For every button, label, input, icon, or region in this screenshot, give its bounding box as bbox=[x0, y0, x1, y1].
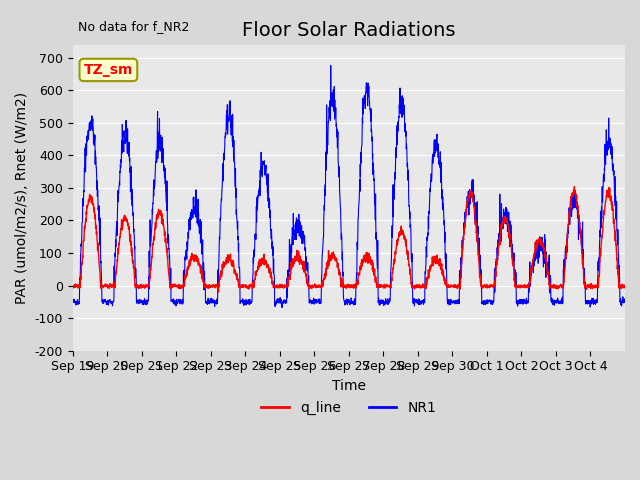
X-axis label: Time: Time bbox=[332, 379, 366, 393]
q_line bbox=[124, 221, 132, 227]
q_line bbox=[515, 283, 523, 289]
Title: Floor Solar Radiations: Floor Solar Radiations bbox=[242, 21, 456, 40]
NR1 bbox=[621, 299, 629, 304]
q_line bbox=[614, 263, 621, 269]
Text: TZ_sm: TZ_sm bbox=[84, 63, 133, 77]
Line: NR1: NR1 bbox=[73, 66, 625, 308]
NR1 bbox=[516, 298, 524, 303]
NR1 bbox=[614, 242, 621, 248]
Text: No data for f_NR2: No data for f_NR2 bbox=[78, 20, 189, 33]
NR1 bbox=[547, 276, 554, 281]
NR1 bbox=[383, 299, 390, 304]
NR1 bbox=[69, 298, 77, 304]
q_line bbox=[382, 282, 390, 288]
Legend: q_line, NR1: q_line, NR1 bbox=[255, 395, 442, 420]
NR1 bbox=[278, 305, 286, 311]
q_line bbox=[69, 283, 77, 289]
q_line bbox=[214, 289, 222, 295]
Line: q_line: q_line bbox=[73, 187, 625, 292]
NR1 bbox=[124, 146, 132, 152]
Y-axis label: PAR (umol/m2/s), Rnet (W/m2): PAR (umol/m2/s), Rnet (W/m2) bbox=[15, 92, 29, 304]
NR1 bbox=[243, 300, 251, 305]
q_line bbox=[547, 283, 554, 288]
NR1 bbox=[327, 63, 335, 69]
q_line bbox=[621, 285, 629, 290]
q_line bbox=[570, 184, 578, 190]
q_line bbox=[243, 285, 251, 291]
